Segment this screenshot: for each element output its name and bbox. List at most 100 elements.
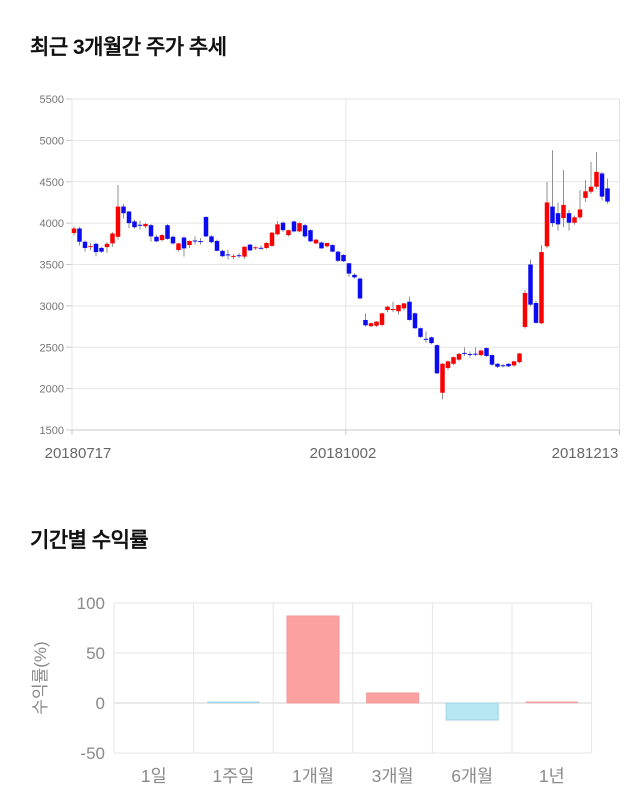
y-axis-tick-label: 1500 — [40, 425, 64, 437]
x-axis-category-label: 1년 — [539, 766, 565, 786]
price-chart-title: 최근 3개월간 주가 추세 — [30, 36, 227, 59]
candle-body — [363, 319, 368, 326]
candle-body — [93, 243, 99, 253]
candle-body — [341, 254, 346, 262]
price-candlestick-chart[interactable]: 5500 5000 4500 4000 3500 3000 2500 2000 1500 2018… — [0, 85, 640, 480]
candle-body — [121, 206, 126, 214]
candle-body — [198, 241, 203, 243]
candle-body — [522, 293, 528, 327]
candle-body — [110, 233, 115, 244]
return-bar-5[interactable] — [525, 701, 578, 704]
candle-body — [88, 246, 93, 248]
candle-body — [544, 202, 550, 247]
candle-body — [577, 209, 583, 218]
candle-body — [286, 230, 291, 236]
candle-body — [374, 321, 379, 326]
y-axis-tick-label: 5000 — [40, 135, 64, 147]
candle-body — [423, 338, 429, 340]
candle-body — [187, 240, 192, 246]
x-axis-category-label: 6개월 — [451, 766, 493, 786]
candle-body — [572, 217, 577, 223]
return-bar-4[interactable] — [445, 702, 499, 721]
candle-body — [539, 252, 544, 324]
candle-body — [181, 237, 187, 249]
y-axis-tick-label: 100 — [77, 594, 105, 613]
candle-body — [390, 309, 396, 311]
returns-bar-chart[interactable]: 100 50 0 -50 수익률(%) 1일 1주일 1개월 3개월 6개월 1년 — [0, 560, 640, 810]
candle-body — [242, 246, 247, 257]
x-axis-date-label: 20181213 — [552, 445, 619, 462]
candle-body — [302, 225, 308, 237]
y-axis-tick-label: 3000 — [40, 301, 64, 313]
candle-body — [154, 236, 159, 242]
candle-body — [71, 228, 77, 234]
candle-body — [500, 365, 506, 367]
candle-body — [324, 242, 330, 247]
candle-body — [308, 230, 313, 242]
candle-body — [209, 236, 214, 243]
candle-body — [412, 313, 418, 329]
returns-chart-title: 기간별 수익률 — [30, 529, 149, 552]
return-bar-3[interactable] — [366, 692, 420, 704]
candle-body — [429, 337, 434, 344]
candle-body — [330, 245, 335, 252]
candle-body — [583, 191, 588, 198]
candle-body — [385, 306, 390, 311]
y-axis-tick-label: -50 — [80, 744, 105, 763]
candle-body — [533, 302, 539, 323]
candle-body — [599, 173, 605, 197]
candle-body — [594, 171, 599, 187]
y-axis-tick-label: 4500 — [40, 177, 64, 189]
candle-body — [357, 278, 363, 299]
candle-body — [137, 224, 143, 226]
y-axis-tick-label: 0 — [96, 694, 105, 713]
candle-body — [159, 235, 165, 241]
candle-body — [280, 222, 286, 231]
candle-body — [143, 223, 148, 227]
return-bar-1[interactable] — [207, 701, 260, 704]
x-axis-category-label: 1개월 — [292, 766, 334, 786]
candle-body — [588, 186, 594, 192]
candle-body — [203, 216, 209, 237]
candle-body — [445, 361, 451, 368]
x-axis-category-label: 1주일 — [212, 766, 254, 786]
candle-body — [396, 305, 401, 312]
candle-body — [148, 225, 154, 237]
candle-body — [115, 206, 121, 237]
x-axis-date-label: 20180717 — [45, 445, 112, 462]
candle-body — [264, 242, 269, 248]
candle-body — [214, 240, 220, 251]
candle-body — [126, 211, 132, 224]
candle-body — [225, 254, 231, 256]
candle-body — [434, 345, 440, 374]
candle-body — [104, 243, 110, 248]
candle-body — [462, 352, 467, 354]
candle-body — [99, 247, 104, 252]
candle-body — [368, 323, 374, 327]
y-axis-tick-label: 2000 — [40, 384, 64, 396]
candle-body — [253, 247, 258, 249]
y-axis-tick-label: 4000 — [40, 218, 64, 230]
candle-body — [478, 350, 484, 356]
return-bar-2[interactable] — [286, 615, 340, 704]
x-axis-date-label: 20181002 — [310, 445, 377, 462]
candle-body — [275, 224, 280, 235]
candle-body — [231, 255, 236, 257]
candle-body — [165, 225, 170, 239]
candle-body — [566, 213, 572, 223]
candle-body — [192, 240, 198, 242]
candle-body — [176, 243, 181, 251]
candle-body — [440, 363, 445, 393]
candle-body — [418, 328, 423, 337]
y-axis-tick-label: 3500 — [40, 260, 64, 272]
candle-body — [561, 204, 566, 219]
candle-body — [352, 274, 357, 278]
candle-body — [346, 263, 352, 274]
candle-body — [456, 353, 462, 360]
x-axis-category-label: 1일 — [141, 766, 167, 786]
candle-body — [467, 354, 473, 356]
candle-body — [258, 247, 264, 249]
candle-body — [401, 303, 407, 309]
candle-body — [451, 357, 456, 364]
